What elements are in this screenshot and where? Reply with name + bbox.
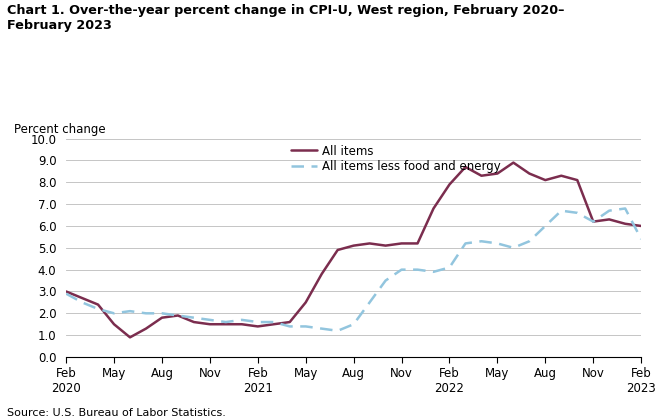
All items less food and energy (446, 265, 453, 270)
All items (430, 206, 438, 211)
Line: All items less food and energy: All items less food and energy (66, 208, 641, 331)
All items (510, 160, 518, 165)
All items (158, 315, 166, 320)
All items (206, 322, 214, 327)
All items (541, 178, 549, 183)
All items (334, 247, 342, 252)
All items (78, 296, 86, 301)
All items less food and energy (158, 311, 166, 316)
All items less food and energy (142, 311, 150, 316)
All items less food and energy (477, 239, 485, 244)
All items less food and energy (222, 320, 230, 325)
All items less food and energy (557, 208, 565, 213)
All items (446, 182, 453, 187)
All items less food and energy (510, 245, 518, 250)
All items less food and energy (254, 320, 262, 325)
All items less food and energy (366, 300, 373, 305)
Line: All items: All items (66, 163, 641, 337)
All items (381, 243, 389, 248)
Text: Percent change: Percent change (15, 123, 106, 136)
All items less food and energy (334, 328, 342, 333)
All items less food and energy (174, 313, 182, 318)
All items (94, 302, 102, 307)
All items (254, 324, 262, 329)
All items (461, 165, 469, 170)
All items (110, 322, 118, 327)
All items less food and energy (525, 239, 533, 244)
All items less food and energy (318, 326, 326, 331)
All items (573, 178, 581, 183)
All items (477, 173, 485, 178)
All items less food and energy (62, 291, 70, 296)
Text: Chart 1. Over-the-year percent change in CPI-U, West region, February 2020–
Febr: Chart 1. Over-the-year percent change in… (7, 4, 564, 32)
All items less food and energy (397, 267, 405, 272)
All items (493, 171, 501, 176)
All items (62, 289, 70, 294)
All items (414, 241, 422, 246)
Text: Source: U.S. Bureau of Labor Statistics.: Source: U.S. Bureau of Labor Statistics. (7, 408, 225, 418)
All items less food and energy (238, 318, 246, 323)
All items (142, 326, 150, 331)
All items (190, 320, 198, 325)
All items (590, 219, 598, 224)
All items (270, 322, 278, 327)
All items less food and energy (430, 269, 438, 274)
All items (318, 271, 326, 276)
All items (126, 335, 134, 340)
All items less food and energy (270, 320, 278, 325)
All items less food and energy (190, 315, 198, 320)
All items less food and energy (461, 241, 469, 246)
All items (238, 322, 246, 327)
All items less food and energy (621, 206, 629, 211)
All items (366, 241, 373, 246)
All items less food and energy (573, 210, 581, 215)
All items less food and energy (110, 311, 118, 316)
All items less food and energy (286, 324, 293, 329)
All items less food and energy (493, 241, 501, 246)
All items less food and energy (637, 236, 645, 241)
All items (525, 171, 533, 176)
All items (397, 241, 405, 246)
All items less food and energy (605, 208, 613, 213)
All items (605, 217, 613, 222)
All items less food and energy (94, 307, 102, 312)
All items less food and energy (414, 267, 422, 272)
All items (286, 320, 293, 325)
All items (174, 313, 182, 318)
All items less food and energy (301, 324, 309, 329)
All items less food and energy (350, 322, 358, 327)
All items (350, 243, 358, 248)
All items less food and energy (381, 278, 389, 283)
All items less food and energy (78, 300, 86, 305)
All items (222, 322, 230, 327)
All items (557, 173, 565, 178)
All items less food and energy (541, 223, 549, 228)
All items (637, 223, 645, 228)
All items less food and energy (590, 219, 598, 224)
All items less food and energy (126, 309, 134, 314)
All items less food and energy (206, 318, 214, 323)
Legend: All items, All items less food and energy: All items, All items less food and energ… (291, 144, 501, 173)
All items (621, 221, 629, 226)
All items (301, 300, 309, 305)
